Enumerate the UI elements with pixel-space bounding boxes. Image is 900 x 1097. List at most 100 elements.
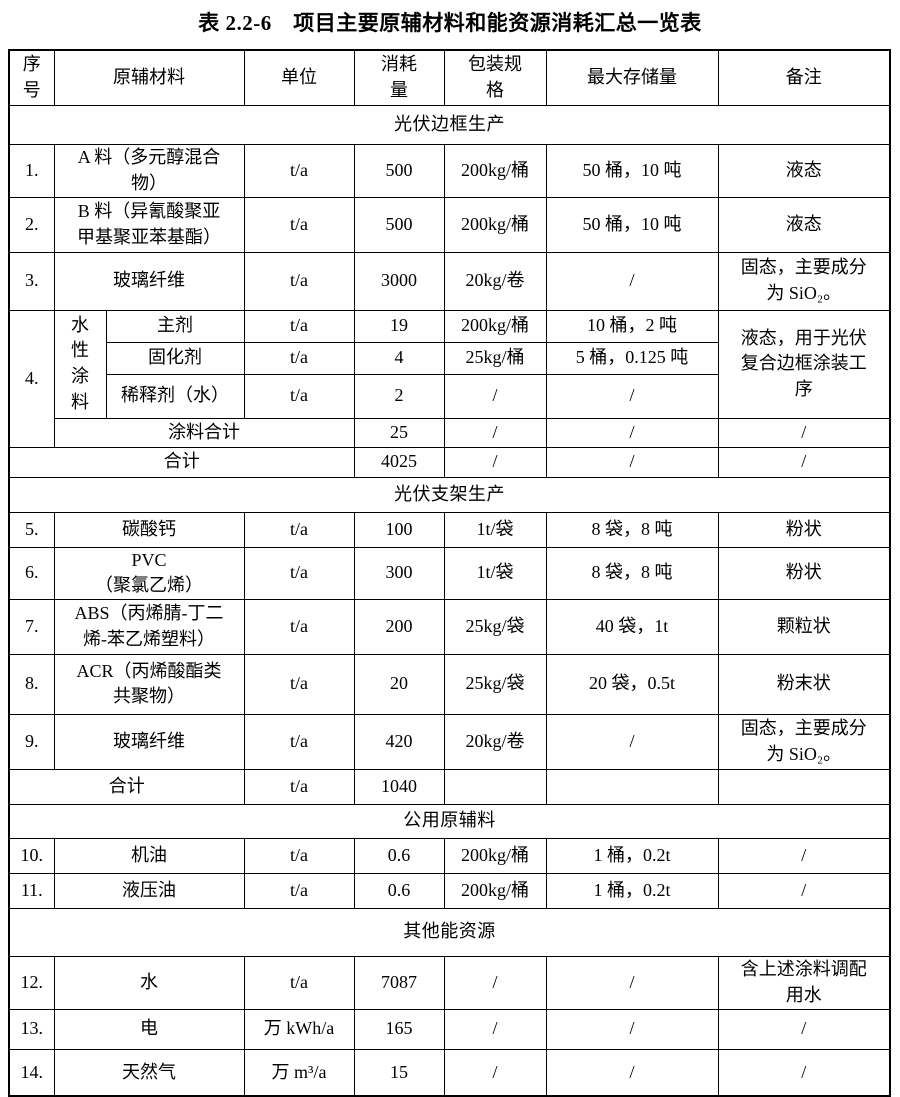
index-cell: 6. — [8, 546, 55, 600]
index-cell: 7. — [8, 598, 55, 655]
section-row-common: 公用原辅料 — [8, 803, 891, 839]
material-cell: PVC （聚氯乙烯） — [53, 546, 245, 600]
subtotal-label-cell: 涂料合计 — [53, 417, 355, 448]
consumption-cell: 200 — [353, 598, 445, 655]
remark-cell: 颗粒状 — [717, 598, 891, 655]
header-row: 序 号 原辅材料 单位 消耗 量 包装规 格 最大存储量 备注 — [8, 49, 891, 106]
unit-cell: t/a — [243, 955, 355, 1010]
remark-cell: 固态，主要成分 为 SiO₂。 — [717, 713, 891, 770]
consumption-cell: 4 — [353, 341, 445, 375]
storage-cell: / — [545, 251, 719, 311]
packaging-cell: / — [443, 1048, 547, 1097]
consumption-cell: 0.6 — [353, 837, 445, 874]
material-cell: 主剂 — [105, 309, 245, 343]
storage-cell: 1 桶，0.2t — [545, 872, 719, 909]
material-cell: 稀释剂（水） — [105, 373, 245, 419]
table-row: 10. 机油 t/a 0.6 200kg/桶 1 桶，0.2t / — [8, 837, 891, 874]
storage-cell: 50 桶，10 吨 — [545, 196, 719, 253]
unit-cell: t/a — [243, 653, 355, 715]
consumption-cell: 25 — [353, 417, 445, 448]
table-row: 1. A 料（多元醇混合 物） t/a 500 200kg/桶 50 桶，10 … — [8, 143, 891, 198]
consumption-cell: 420 — [353, 713, 445, 770]
header-remark-cell: 备注 — [717, 49, 891, 106]
storage-cell: / — [545, 373, 719, 419]
consumption-cell: 300 — [353, 546, 445, 600]
total-row-bracket: 合计 t/a 1040 — [8, 768, 891, 805]
unit-cell: t/a — [243, 546, 355, 600]
packaging-cell: / — [443, 417, 547, 448]
header-packaging-cell: 包装规 格 — [443, 49, 547, 106]
consumption-cell: 7087 — [353, 955, 445, 1010]
remark-cell: 固态，主要成分 为 SiO₂。 — [717, 251, 891, 311]
total-label-cell: 合计 — [8, 446, 355, 478]
consumption-cell: 1040 — [353, 768, 445, 805]
table-row: 13. 电 万 kWh/a 165 / / / — [8, 1008, 891, 1050]
packaging-cell: 200kg/桶 — [443, 309, 547, 343]
unit-cell: t/a — [243, 713, 355, 770]
storage-cell: / — [545, 955, 719, 1010]
remark-cell: 粉状 — [717, 546, 891, 600]
consumption-cell: 2 — [353, 373, 445, 419]
storage-cell: 8 袋，8 吨 — [545, 511, 719, 548]
unit-cell: t/a — [243, 143, 355, 198]
remark-cell: / — [717, 1048, 891, 1097]
storage-cell: / — [545, 713, 719, 770]
index-cell: 12. — [8, 955, 55, 1010]
material-group-cell: 水 性 涂 料 — [53, 309, 107, 419]
section-header-cell: 光伏边框生产 — [8, 104, 891, 145]
unit-cell: t/a — [243, 872, 355, 909]
storage-cell: / — [545, 417, 719, 448]
section-row-energy: 其他能资源 — [8, 907, 891, 957]
packaging-cell: / — [443, 446, 547, 478]
material-cell: ACR（丙烯酸酯类 共聚物） — [53, 653, 245, 715]
unit-cell: t/a — [243, 251, 355, 311]
table-row: 11. 液压油 t/a 0.6 200kg/桶 1 桶，0.2t / — [8, 872, 891, 909]
remark-cell: 液态，用于光伏 复合边框涂装工 序 — [717, 309, 891, 419]
header-unit-cell: 单位 — [243, 49, 355, 106]
consumption-cell: 15 — [353, 1048, 445, 1097]
header-index-cell: 序 号 — [8, 49, 55, 106]
consumption-cell: 500 — [353, 143, 445, 198]
unit-cell: t/a — [243, 373, 355, 419]
material-cell: 电 — [53, 1008, 245, 1050]
consumption-cell: 4025 — [353, 446, 445, 478]
material-cell: 液压油 — [53, 872, 245, 909]
material-cell: A 料（多元醇混合 物） — [53, 143, 245, 198]
index-cell: 8. — [8, 653, 55, 715]
consumption-cell: 20 — [353, 653, 445, 715]
consumption-cell: 500 — [353, 196, 445, 253]
table-row: 4. 水 性 涂 料 主剂 t/a 19 200kg/桶 10 桶，2 吨 液态… — [8, 309, 891, 448]
header-storage-cell: 最大存储量 — [545, 49, 719, 106]
packaging-cell: / — [443, 373, 547, 419]
storage-cell: 1 桶，0.2t — [545, 837, 719, 874]
remark-cell: / — [717, 1008, 891, 1050]
index-cell: 2. — [8, 196, 55, 253]
consumption-cell: 19 — [353, 309, 445, 343]
materials-table: 序 号 原辅材料 单位 消耗 量 包装规 格 最大存储量 备注 光伏边框生产 1… — [8, 49, 891, 1097]
index-cell: 14. — [8, 1048, 55, 1097]
consumption-cell: 3000 — [353, 251, 445, 311]
storage-cell: / — [545, 1048, 719, 1097]
material-cell: 机油 — [53, 837, 245, 874]
table-row: 9. 玻璃纤维 t/a 420 20kg/卷 / 固态，主要成分 为 SiO₂。 — [8, 713, 891, 770]
consumption-cell: 0.6 — [353, 872, 445, 909]
remark-cell: 粉状 — [717, 511, 891, 548]
storage-cell — [545, 768, 719, 805]
unit-cell: t/a — [243, 309, 355, 343]
remark-cell: 粉末状 — [717, 653, 891, 715]
remark-cell: / — [717, 417, 891, 448]
section-row-frame: 光伏边框生产 — [8, 104, 891, 145]
material-cell: B 料（异氰酸聚亚 甲基聚亚苯基酯） — [53, 196, 245, 253]
storage-cell: / — [545, 1008, 719, 1050]
section-header-cell: 公用原辅料 — [8, 803, 891, 839]
remark-cell: / — [717, 837, 891, 874]
table-row: 2. B 料（异氰酸聚亚 甲基聚亚苯基酯） t/a 500 200kg/桶 50… — [8, 196, 891, 253]
index-cell: 1. — [8, 143, 55, 198]
index-cell: 5. — [8, 511, 55, 548]
packaging-cell: / — [443, 1008, 547, 1050]
packaging-cell: 20kg/卷 — [443, 251, 547, 311]
table-row: 14. 天然气 万 m³/a 15 / / / — [8, 1048, 891, 1097]
remark-cell: 液态 — [717, 196, 891, 253]
packaging-cell: 200kg/桶 — [443, 196, 547, 253]
